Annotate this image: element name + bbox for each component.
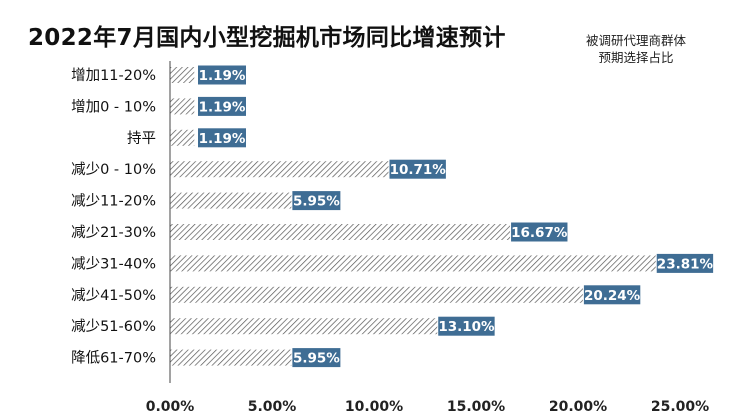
bar <box>170 98 195 115</box>
data-label: 23.81% <box>657 256 714 272</box>
bar <box>170 286 583 303</box>
category-label: 减少11-20% <box>71 193 156 210</box>
bar <box>170 192 292 209</box>
data-label: 1.19% <box>199 68 246 84</box>
data-label: 1.19% <box>199 99 246 115</box>
category-label: 减少21-30% <box>71 224 156 241</box>
category-label: 增加0 - 10% <box>71 98 156 115</box>
bar <box>170 255 656 272</box>
category-label: 减少31-40% <box>71 255 156 272</box>
bar <box>170 349 292 366</box>
x-tick-label: 10.00% <box>345 399 403 413</box>
data-label-box <box>292 348 341 368</box>
data-label-box <box>198 65 246 85</box>
x-tick-label: 5.00% <box>248 399 297 413</box>
bars-group: 1.19% 1.19% 1.19% 10.71% 5.95% 16.67% 23.81% 20… <box>170 65 714 368</box>
data-label-box <box>583 285 641 305</box>
data-label-box <box>389 159 446 179</box>
category-label: 减少41-50% <box>71 287 156 304</box>
data-label: 16.67% <box>511 225 568 241</box>
data-label: 5.95% <box>293 194 340 210</box>
x-tick-label: 0.00% <box>146 399 195 413</box>
data-label-box <box>511 222 568 242</box>
category-label: 减少0 - 10% <box>71 161 156 178</box>
data-label-box <box>656 253 714 273</box>
x-tick-label: 15.00% <box>447 399 505 413</box>
data-label-box <box>198 128 246 148</box>
bar <box>170 129 195 146</box>
data-label: 20.24% <box>584 288 641 304</box>
note-line-2: 预期选择占比 <box>598 50 674 65</box>
note-line-1: 被调研代理商群体 <box>585 33 686 48</box>
bar <box>170 224 511 240</box>
data-label: 5.95% <box>293 351 340 367</box>
category-label: 持平 <box>127 130 156 147</box>
data-label: 1.19% <box>199 131 246 147</box>
category-label: 减少51-60% <box>71 318 156 335</box>
x-tick-label: 25.00% <box>651 399 709 413</box>
data-label-box <box>198 96 246 116</box>
chart-note: 被调研代理商群体 预期选择占比 <box>556 32 716 66</box>
data-label-box <box>292 191 341 211</box>
bar <box>170 161 389 178</box>
data-label: 10.71% <box>390 162 447 178</box>
category-label: 降低61-70% <box>71 350 156 367</box>
bar <box>170 318 438 335</box>
chart-title: 2022年7月国内小型挖掘机市场同比增速预计 <box>28 25 506 51</box>
x-tick-label: 20.00% <box>549 399 607 413</box>
category-label: 增加11-20% <box>71 67 156 84</box>
data-label: 13.10% <box>438 319 495 335</box>
data-label-box <box>438 316 495 336</box>
bar <box>170 67 195 83</box>
